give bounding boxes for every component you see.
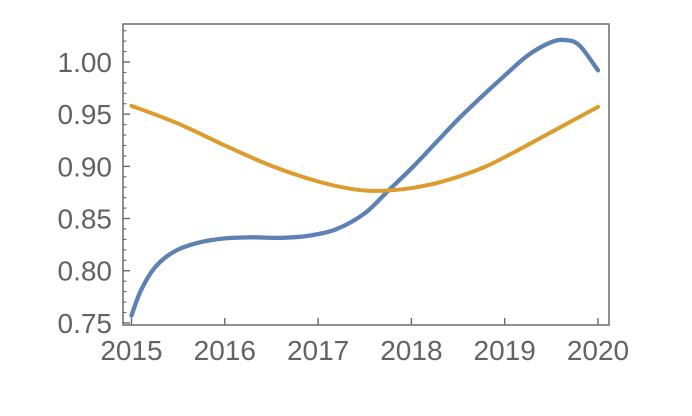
x-tick-label: 2018 [380, 335, 442, 366]
y-tick-label: 1.00 [58, 47, 113, 78]
y-tick-label: 0.95 [58, 99, 113, 130]
y-tick-label: 0.85 [58, 204, 113, 235]
x-tick-label: 2015 [100, 335, 162, 366]
x-tick-label: 2019 [474, 335, 536, 366]
x-tick-label: 2017 [287, 335, 349, 366]
x-tick-label: 2016 [194, 335, 256, 366]
y-tick-label: 0.90 [58, 151, 113, 182]
blue-curve [129, 37, 601, 318]
orange-curve [129, 103, 600, 193]
x-tick-label: 2020 [567, 335, 629, 366]
plot-frame [122, 23, 610, 326]
y-tick-label: 0.75 [58, 308, 113, 339]
y-tick-label: 0.80 [58, 256, 113, 287]
